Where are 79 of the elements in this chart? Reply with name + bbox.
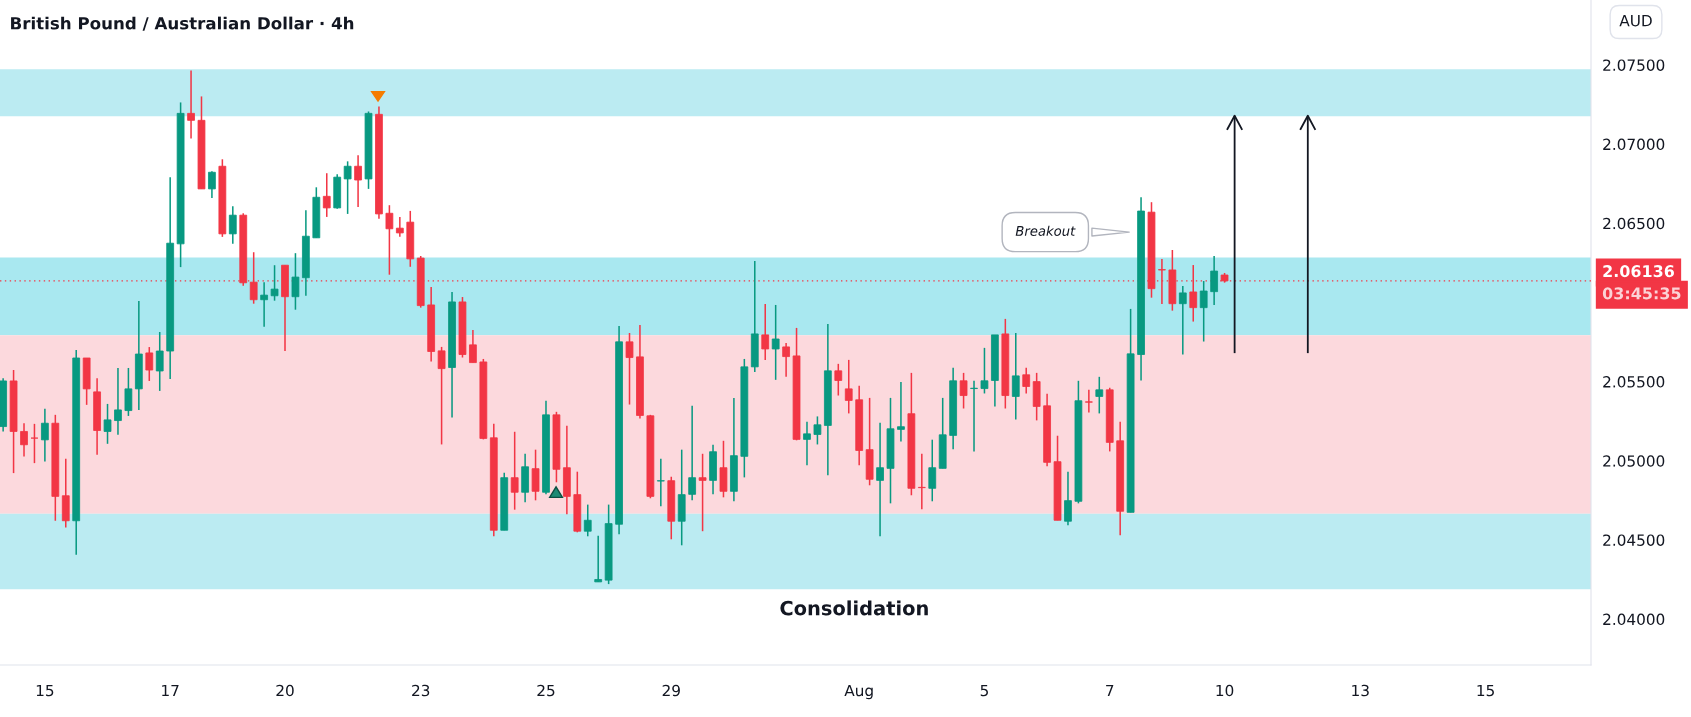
candlestick <box>844 359 853 415</box>
candlestick <box>249 251 258 305</box>
text: British Pound / Australian Dollar · 4h <box>11 16 354 31</box>
candlestick <box>834 363 843 397</box>
candlestick <box>322 172 331 218</box>
candlestick <box>270 264 279 302</box>
candlestick <box>959 372 968 410</box>
candlestick <box>260 281 268 328</box>
x-tick-label: 29 <box>662 684 680 697</box>
candlestick <box>1011 332 1020 421</box>
annotation: Consolidation <box>780 600 928 616</box>
candlestick <box>1022 367 1031 395</box>
candlestick <box>583 503 592 538</box>
candlestick <box>510 431 519 511</box>
candlestick <box>625 332 634 406</box>
candlestick <box>719 440 728 499</box>
x-tick-label: Aug <box>844 684 873 700</box>
candlestick <box>803 421 811 467</box>
y-tick-label: 2.07500 <box>1603 59 1665 71</box>
x-tick-label: 23 <box>412 684 430 697</box>
candlestick <box>145 346 154 382</box>
candlestick <box>114 367 122 436</box>
x-tick-label: 7 <box>1106 684 1114 697</box>
candlestick <box>469 329 477 364</box>
candlestick <box>594 534 603 583</box>
candlestick <box>30 423 39 464</box>
candlestick <box>897 381 905 443</box>
y-tick-label: 2.04000 <box>1603 613 1665 626</box>
candlestick <box>917 453 926 511</box>
candlestick <box>208 170 216 199</box>
candlestick <box>656 457 665 508</box>
candlestick <box>782 342 790 378</box>
candlestick <box>41 408 49 463</box>
candlestick <box>876 421 884 538</box>
x-tick-label: 13 <box>1352 684 1369 697</box>
candlestick <box>228 205 237 245</box>
y-tick-label: 2.07000 <box>1603 138 1665 151</box>
candlestick <box>1199 280 1208 343</box>
candlestick <box>437 346 446 446</box>
x-tick-label: 20 <box>276 684 294 697</box>
candlestick <box>688 405 697 502</box>
candlestick <box>698 453 707 532</box>
candlestick <box>813 415 822 446</box>
x-tick-label: 5 <box>980 684 988 697</box>
candlestick <box>1095 376 1104 415</box>
candlestick <box>1210 255 1218 306</box>
x-tick-label: 25 <box>537 684 555 697</box>
candlestick <box>354 154 362 208</box>
annotation: Breakout <box>1015 225 1076 236</box>
y-axis-title: AUD <box>1619 15 1652 27</box>
y-tick-label: 2.05500 <box>1603 376 1665 388</box>
y-tick-label: 2.05000 <box>1603 455 1665 467</box>
candlestick <box>395 216 404 238</box>
candlestick <box>928 438 937 503</box>
candlestick <box>531 448 540 502</box>
candlestick <box>291 252 300 311</box>
candlestick <box>980 347 989 395</box>
candlestick <box>343 160 352 215</box>
candlestick <box>761 303 770 361</box>
candlestick <box>187 69 195 140</box>
candlestick <box>970 380 978 453</box>
candlestick <box>124 367 133 417</box>
ref-line-label: 2.06136 <box>1603 265 1674 278</box>
text: 03:45:35 <box>1602 287 1681 300</box>
candlestick <box>103 403 112 445</box>
candlestick <box>771 304 780 381</box>
candlestick <box>1178 285 1187 356</box>
x-tick-label: 17 <box>162 684 179 697</box>
candlestick <box>1158 258 1166 305</box>
x-tick-label: 15 <box>36 684 54 697</box>
x-tick-label: 15 <box>1477 684 1494 697</box>
candlestick <box>385 204 394 276</box>
candlestick <box>1064 470 1072 526</box>
x-tick-label: 10 <box>1216 684 1234 697</box>
candlestick <box>155 331 164 392</box>
candlestick <box>20 422 28 458</box>
y-tick-label: 2.06500 <box>1603 217 1665 230</box>
candlestick <box>1084 389 1093 414</box>
y-tick-label: 2.04500 <box>1603 534 1665 546</box>
